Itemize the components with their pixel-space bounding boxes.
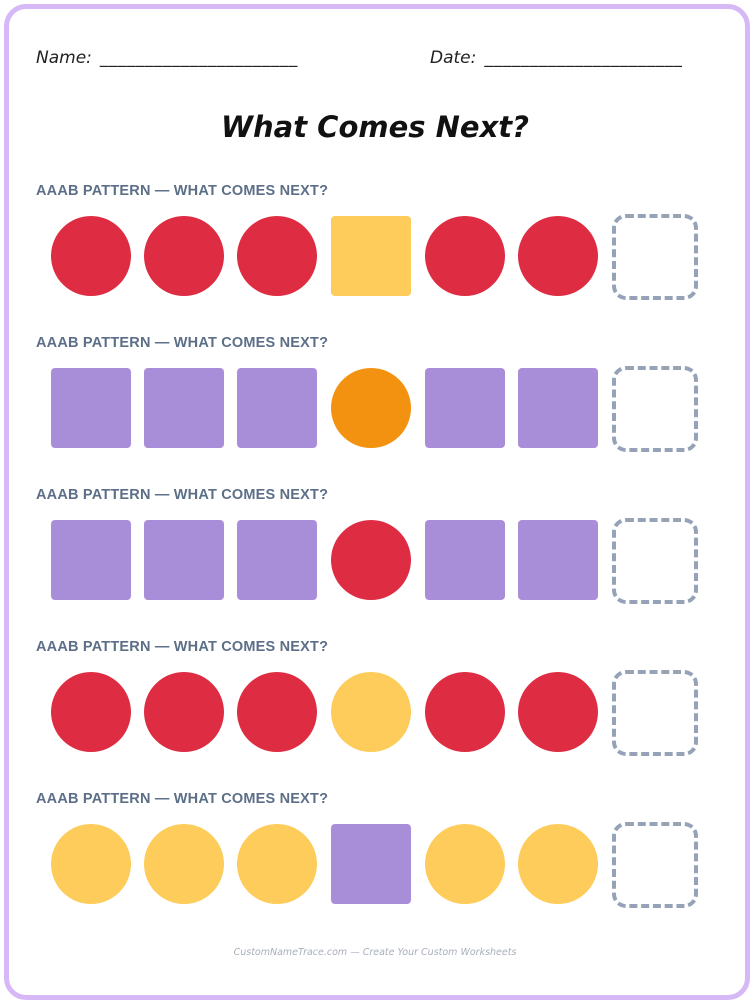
name-label: Name:	[36, 48, 92, 68]
pattern-row: AAAB PATTERN — WHAT COMES NEXT?	[0, 183, 750, 323]
date-label: Date:	[430, 48, 477, 68]
yellow-circle-shape	[425, 824, 505, 904]
footer-text: CustomNameTrace.com — Create Your Custom…	[233, 947, 517, 958]
name-line[interactable]: ______________________	[99, 48, 298, 68]
red-circle-shape	[518, 672, 598, 752]
pattern-label: AAAB PATTERN — WHAT COMES NEXT?	[36, 487, 329, 503]
answer-box[interactable]	[612, 670, 698, 756]
date-line[interactable]: ______________________	[484, 48, 683, 68]
pattern-row: AAAB PATTERN — WHAT COMES NEXT?	[0, 335, 750, 475]
answer-box[interactable]	[612, 518, 698, 604]
name-field: Name: ______________________	[36, 48, 298, 68]
purple-square-shape	[331, 824, 411, 904]
purple-square-shape	[425, 520, 505, 600]
red-circle-shape	[425, 672, 505, 752]
pattern-label: AAAB PATTERN — WHAT COMES NEXT?	[36, 791, 329, 807]
red-circle-shape	[144, 672, 224, 752]
purple-square-shape	[51, 368, 131, 448]
purple-square-shape	[518, 368, 598, 448]
yellow-square-shape	[331, 216, 411, 296]
yellow-circle-shape	[237, 824, 317, 904]
purple-square-shape	[237, 520, 317, 600]
red-circle-shape	[518, 216, 598, 296]
yellow-circle-shape	[144, 824, 224, 904]
orange-circle-shape	[331, 368, 411, 448]
pattern-label: AAAB PATTERN — WHAT COMES NEXT?	[36, 639, 329, 655]
pattern-row: AAAB PATTERN — WHAT COMES NEXT?	[0, 487, 750, 627]
purple-square-shape	[518, 520, 598, 600]
worksheet-title: What Comes Next?	[221, 110, 529, 144]
answer-box[interactable]	[612, 214, 698, 300]
yellow-circle-shape	[331, 672, 411, 752]
pattern-row: AAAB PATTERN — WHAT COMES NEXT?	[0, 791, 750, 931]
red-circle-shape	[51, 216, 131, 296]
red-circle-shape	[331, 520, 411, 600]
red-circle-shape	[144, 216, 224, 296]
red-circle-shape	[237, 216, 317, 296]
red-circle-shape	[51, 672, 131, 752]
answer-box[interactable]	[612, 822, 698, 908]
pattern-label: AAAB PATTERN — WHAT COMES NEXT?	[36, 335, 329, 351]
date-field: Date: ______________________	[430, 48, 682, 68]
purple-square-shape	[144, 520, 224, 600]
yellow-circle-shape	[518, 824, 598, 904]
pattern-label: AAAB PATTERN — WHAT COMES NEXT?	[36, 183, 329, 199]
answer-box[interactable]	[612, 366, 698, 452]
purple-square-shape	[425, 368, 505, 448]
purple-square-shape	[237, 368, 317, 448]
red-circle-shape	[425, 216, 505, 296]
red-circle-shape	[237, 672, 317, 752]
purple-square-shape	[144, 368, 224, 448]
pattern-row: AAAB PATTERN — WHAT COMES NEXT?	[0, 639, 750, 779]
purple-square-shape	[51, 520, 131, 600]
yellow-circle-shape	[51, 824, 131, 904]
